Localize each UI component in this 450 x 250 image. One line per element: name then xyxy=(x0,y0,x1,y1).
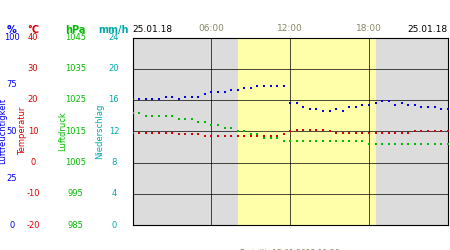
Bar xyxy=(238,38,376,225)
Text: 20: 20 xyxy=(27,96,38,104)
Text: Luftdruck: Luftdruck xyxy=(58,112,68,151)
Text: 30: 30 xyxy=(27,64,38,73)
Text: 995: 995 xyxy=(68,189,84,198)
Text: 0: 0 xyxy=(111,220,117,230)
Text: 12: 12 xyxy=(108,127,119,136)
Text: 25.01.18: 25.01.18 xyxy=(408,25,448,34)
Text: 16: 16 xyxy=(108,96,119,104)
Text: 25: 25 xyxy=(6,174,17,182)
Text: 50: 50 xyxy=(6,127,17,136)
Text: 985: 985 xyxy=(68,220,84,230)
Text: °C: °C xyxy=(27,25,39,35)
Text: Luftfeuchtigkeit: Luftfeuchtigkeit xyxy=(0,98,7,164)
Text: 0: 0 xyxy=(9,220,14,230)
Text: 1035: 1035 xyxy=(65,64,86,73)
Text: Temperatur: Temperatur xyxy=(18,107,27,156)
Text: hPa: hPa xyxy=(65,25,86,35)
Text: 75: 75 xyxy=(6,80,17,89)
Text: 100: 100 xyxy=(4,33,20,42)
Text: 4: 4 xyxy=(111,189,117,198)
Text: Niederschlag: Niederschlag xyxy=(95,104,104,159)
Text: 1015: 1015 xyxy=(65,127,86,136)
Text: 1045: 1045 xyxy=(65,33,86,42)
Text: 40: 40 xyxy=(27,33,38,42)
Text: 10: 10 xyxy=(27,127,38,136)
Text: 8: 8 xyxy=(111,158,117,167)
Text: mm/h: mm/h xyxy=(99,25,129,35)
Text: 25.01.18: 25.01.18 xyxy=(133,25,173,34)
Text: 0: 0 xyxy=(30,158,36,167)
Text: 20: 20 xyxy=(108,64,119,73)
Text: 1025: 1025 xyxy=(65,96,86,104)
Text: 24: 24 xyxy=(108,33,119,42)
Text: -10: -10 xyxy=(26,189,40,198)
Text: %: % xyxy=(7,25,17,35)
Text: 1005: 1005 xyxy=(65,158,86,167)
Text: -20: -20 xyxy=(26,220,40,230)
